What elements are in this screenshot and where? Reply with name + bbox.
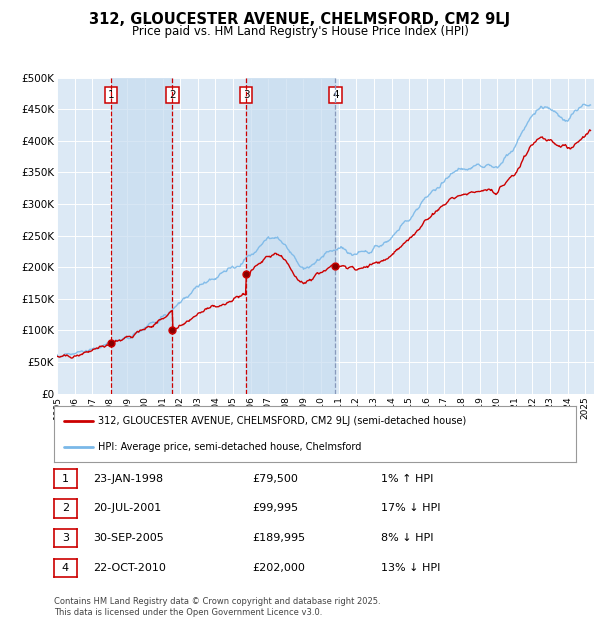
- Text: 1: 1: [62, 474, 69, 484]
- Text: 4: 4: [62, 563, 69, 573]
- Text: 17% ↓ HPI: 17% ↓ HPI: [381, 503, 440, 513]
- Text: 20-JUL-2001: 20-JUL-2001: [93, 503, 161, 513]
- Bar: [246, 78, 335, 394]
- Text: 13% ↓ HPI: 13% ↓ HPI: [381, 563, 440, 573]
- Text: 1: 1: [107, 90, 114, 100]
- Text: £79,500: £79,500: [252, 474, 298, 484]
- Bar: [111, 78, 172, 394]
- Text: £202,000: £202,000: [252, 563, 305, 573]
- Text: 2: 2: [62, 503, 69, 513]
- Text: £189,995: £189,995: [252, 533, 305, 543]
- Text: 30-SEP-2005: 30-SEP-2005: [93, 533, 164, 543]
- Text: 8% ↓ HPI: 8% ↓ HPI: [381, 533, 433, 543]
- Text: 2: 2: [169, 90, 176, 100]
- Text: 312, GLOUCESTER AVENUE, CHELMSFORD, CM2 9LJ (semi-detached house): 312, GLOUCESTER AVENUE, CHELMSFORD, CM2 …: [98, 416, 467, 426]
- Text: 312, GLOUCESTER AVENUE, CHELMSFORD, CM2 9LJ: 312, GLOUCESTER AVENUE, CHELMSFORD, CM2 …: [89, 12, 511, 27]
- Text: 3: 3: [243, 90, 250, 100]
- Text: 1% ↑ HPI: 1% ↑ HPI: [381, 474, 433, 484]
- Text: 23-JAN-1998: 23-JAN-1998: [93, 474, 163, 484]
- Text: 3: 3: [62, 533, 69, 543]
- Text: Price paid vs. HM Land Registry's House Price Index (HPI): Price paid vs. HM Land Registry's House …: [131, 25, 469, 38]
- Text: 22-OCT-2010: 22-OCT-2010: [93, 563, 166, 573]
- Text: Contains HM Land Registry data © Crown copyright and database right 2025.
This d: Contains HM Land Registry data © Crown c…: [54, 598, 380, 617]
- Text: £99,995: £99,995: [252, 503, 298, 513]
- Text: 4: 4: [332, 90, 338, 100]
- Text: HPI: Average price, semi-detached house, Chelmsford: HPI: Average price, semi-detached house,…: [98, 442, 362, 452]
